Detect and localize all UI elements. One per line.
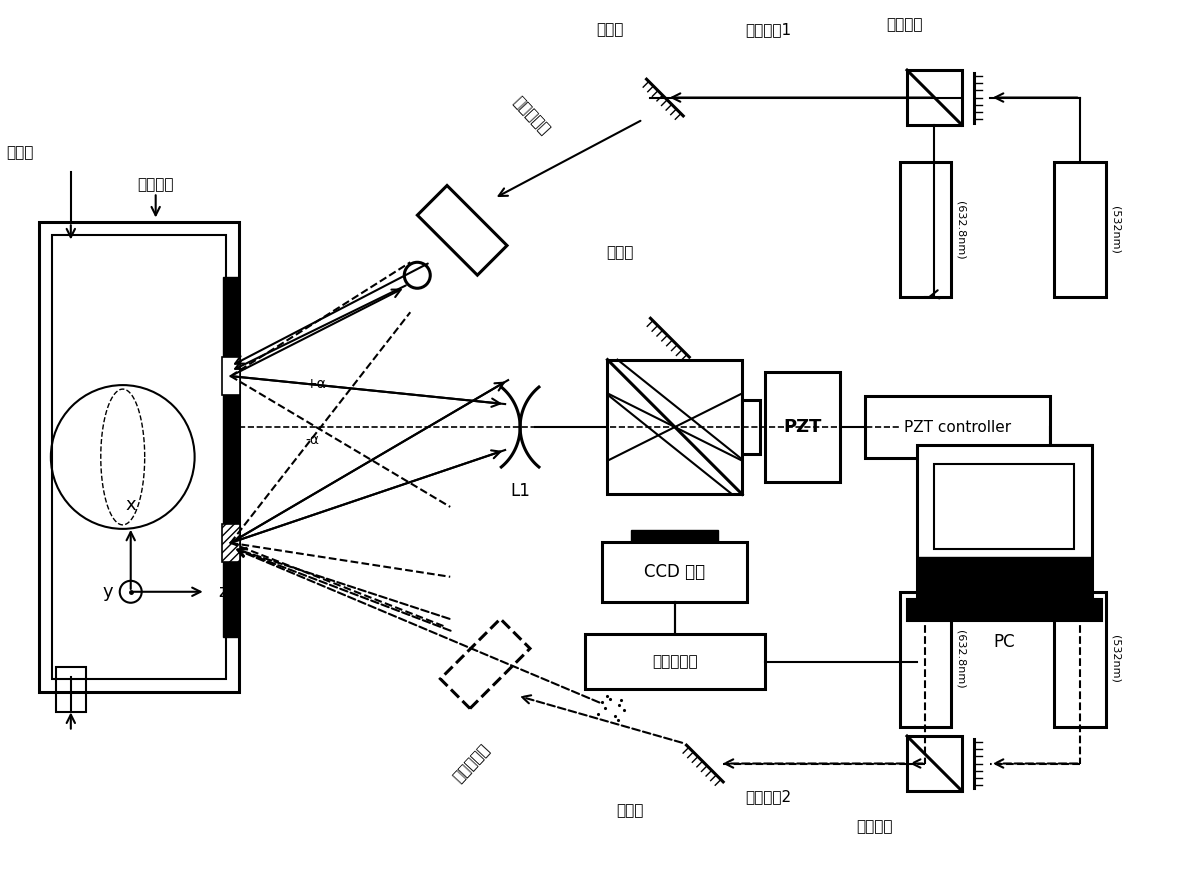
Text: 反光镜: 反光镜	[597, 22, 624, 37]
Text: (532nm): (532nm)	[1110, 635, 1121, 683]
Text: PZT controller: PZT controller	[904, 419, 1010, 434]
Bar	[917, 444, 1092, 599]
Text: 光分束器: 光分束器	[886, 18, 923, 33]
Circle shape	[404, 262, 431, 288]
Bar	[907, 70, 962, 125]
Bar	[222, 357, 240, 395]
Text: 图像采集卡: 图像采集卡	[652, 654, 697, 669]
Text: PC: PC	[994, 633, 1015, 651]
Bar	[935, 465, 1075, 549]
Text: +α: +α	[306, 377, 326, 391]
Bar	[631, 530, 719, 541]
Text: y: y	[102, 582, 113, 601]
Text: 反光镜: 反光镜	[617, 804, 644, 819]
Bar	[899, 591, 951, 727]
Bar	[765, 372, 840, 482]
Bar	[39, 222, 238, 691]
Text: z: z	[218, 582, 228, 601]
Polygon shape	[417, 186, 508, 275]
Bar	[907, 599, 1102, 621]
Text: 光束扩展器: 光束扩展器	[510, 94, 553, 137]
Bar	[52, 235, 225, 679]
Bar	[222, 524, 240, 562]
Bar	[56, 666, 85, 712]
Bar	[865, 396, 1050, 458]
Bar	[907, 736, 962, 791]
Bar	[602, 541, 747, 602]
Bar	[607, 359, 742, 494]
Text: PZT: PZT	[784, 418, 822, 436]
Text: x: x	[126, 496, 136, 514]
Text: 合成光束1: 合成光束1	[745, 22, 791, 37]
Text: (532nm): (532nm)	[1110, 206, 1121, 254]
Text: L1: L1	[510, 482, 530, 500]
Polygon shape	[440, 619, 530, 708]
Text: CCD 相机: CCD 相机	[644, 563, 706, 581]
Bar	[585, 634, 765, 690]
Text: 合成光束2: 合成光束2	[745, 789, 791, 805]
Text: 光分束器: 光分束器	[856, 820, 893, 834]
Bar	[742, 400, 760, 455]
Bar	[917, 558, 1092, 599]
Text: 被测物体: 被测物体	[138, 178, 174, 193]
Bar	[1054, 162, 1107, 297]
Text: -α: -α	[306, 433, 319, 447]
Text: 光束扩展器: 光束扩展器	[451, 741, 492, 785]
Text: (632.8nm): (632.8nm)	[956, 201, 965, 260]
Bar	[899, 162, 951, 297]
Text: 压力阀: 压力阀	[6, 145, 33, 161]
Text: (632.8nm): (632.8nm)	[956, 630, 965, 689]
Bar	[1054, 591, 1107, 727]
Bar	[223, 277, 238, 637]
Text: 剪切镜: 剪切镜	[606, 245, 633, 260]
